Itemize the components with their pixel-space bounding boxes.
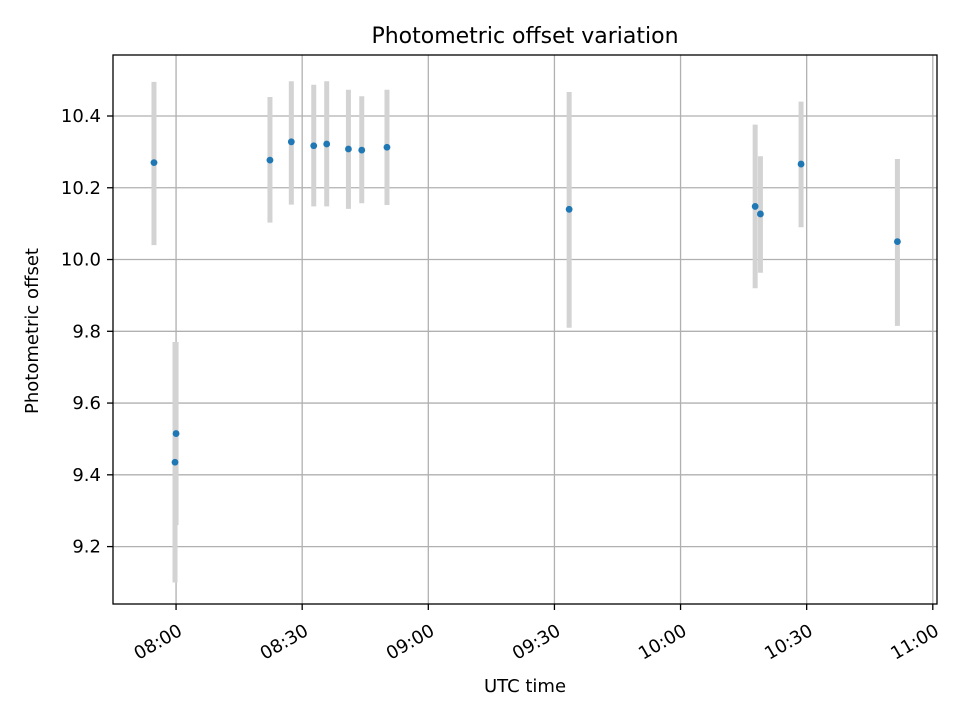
data-point xyxy=(150,159,158,167)
x-tick-label: 08:00 xyxy=(131,620,186,664)
data-point xyxy=(266,156,274,164)
data-point xyxy=(757,210,764,218)
data-point xyxy=(345,145,352,153)
x-tick-label: 11:00 xyxy=(887,620,942,664)
axis-ticks: 08:00 08:30 09:00 09:30 10:00 10:30 11:00 9.2 9.… xyxy=(61,106,943,664)
data-point xyxy=(383,143,391,151)
data-point xyxy=(172,430,180,437)
data-point xyxy=(287,138,295,146)
y-tick-label: 10.0 xyxy=(61,250,101,271)
y-tick-label: 10.4 xyxy=(61,106,101,127)
data-point xyxy=(358,146,366,154)
data-point xyxy=(323,140,331,148)
y-tick-label: 9.4 xyxy=(72,465,101,486)
y-tick-label: 9.6 xyxy=(72,393,101,414)
x-tick-label: 10:30 xyxy=(761,620,816,664)
x-tick-label: 09:00 xyxy=(383,620,438,664)
x-tick-label: 09:30 xyxy=(509,620,564,664)
y-tick-label: 9.8 xyxy=(72,321,101,342)
data-points xyxy=(150,138,901,466)
x-axis-label: UTC time xyxy=(484,676,566,697)
data-point xyxy=(310,142,318,150)
data-point xyxy=(751,203,759,210)
x-tick-label: 10:00 xyxy=(635,620,690,664)
plot-frame xyxy=(112,54,938,605)
y-tick-label: 9.2 xyxy=(72,537,101,558)
data-point xyxy=(894,238,901,245)
y-axis-label: Photometric offset xyxy=(22,248,43,414)
data-point xyxy=(171,458,179,466)
data-point xyxy=(797,160,805,168)
y-tick-label: 10.2 xyxy=(61,178,101,199)
data-point xyxy=(565,205,573,213)
grid xyxy=(113,55,937,604)
chart-title: Photometric offset variation xyxy=(371,24,678,49)
x-tick-label: 08:30 xyxy=(257,620,312,664)
